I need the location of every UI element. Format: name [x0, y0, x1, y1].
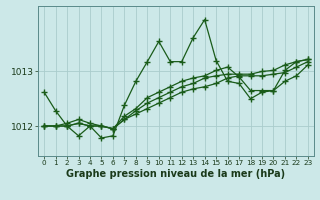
X-axis label: Graphe pression niveau de la mer (hPa): Graphe pression niveau de la mer (hPa)	[67, 169, 285, 179]
